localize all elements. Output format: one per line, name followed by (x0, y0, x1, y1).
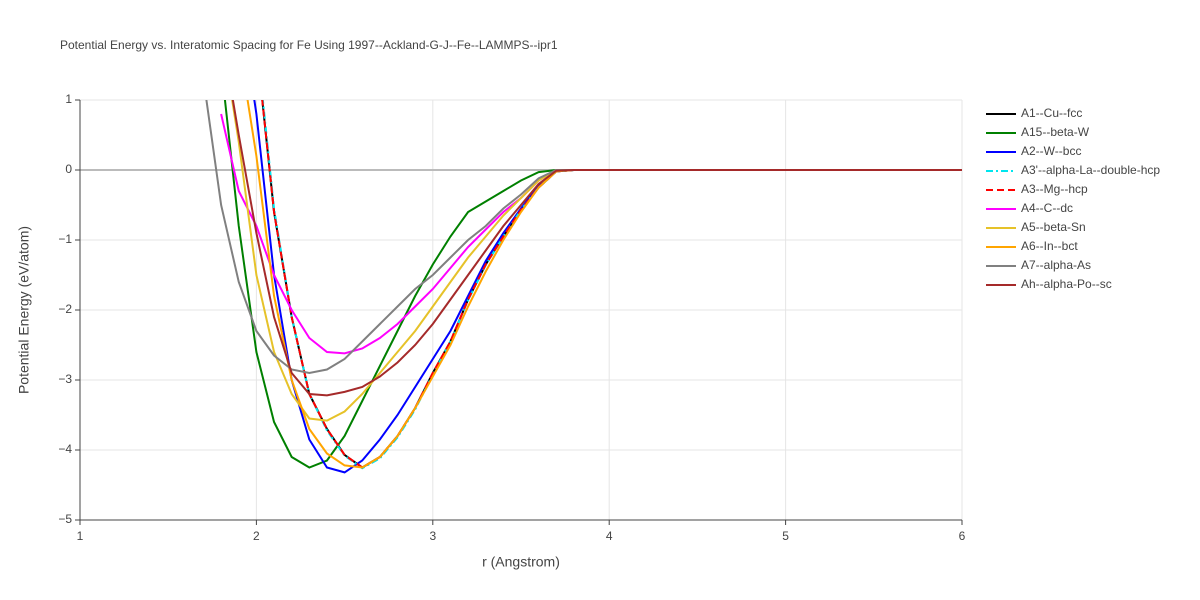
legend-label: A6--In--bct (1021, 239, 1078, 253)
legend-label: A2--W--bcc (1021, 144, 1081, 158)
legend-label: Ah--alpha-Po--sc (1021, 277, 1112, 291)
x-tick-label: 1 (77, 529, 84, 543)
legend-label: A5--beta-Sn (1021, 220, 1086, 234)
series-line (261, 100, 962, 469)
x-tick-label: 6 (959, 529, 966, 543)
y-tick-label: −4 (58, 442, 72, 456)
series-line (205, 100, 962, 375)
y-tick-label: −3 (58, 372, 72, 386)
series-line (246, 100, 962, 469)
series-line (231, 100, 962, 422)
chart-title: Potential Energy vs. Interatomic Spacing… (60, 38, 558, 52)
x-tick-label: 3 (429, 529, 436, 543)
x-tick-label: 2 (253, 529, 260, 543)
legend-label: A3--Mg--hcp (1021, 182, 1088, 196)
series-line (231, 100, 962, 397)
legend-label: A3'--alpha-La--double-hcp (1021, 163, 1160, 177)
legend-label: A15--beta-W (1021, 125, 1090, 139)
series-line (223, 100, 962, 469)
y-tick-label: 0 (65, 162, 72, 176)
x-tick-label: 5 (782, 529, 789, 543)
y-tick-label: −2 (58, 302, 72, 316)
y-tick-label: −1 (58, 232, 72, 246)
legend-label: A1--Cu--fcc (1021, 106, 1082, 120)
y-axis-title: Potential Energy (eV/atom) (16, 226, 32, 394)
x-tick-label: 4 (606, 529, 613, 543)
series-line (220, 113, 962, 355)
plot-area (205, 100, 962, 474)
y-tick-label: −5 (58, 512, 72, 526)
series-line (253, 100, 962, 474)
y-tick-label: 1 (65, 92, 72, 106)
x-axis-title: r (Angstrom) (482, 554, 560, 570)
legend-label: A4--C--dc (1021, 201, 1073, 215)
legend-label: A7--alpha-As (1021, 258, 1091, 272)
